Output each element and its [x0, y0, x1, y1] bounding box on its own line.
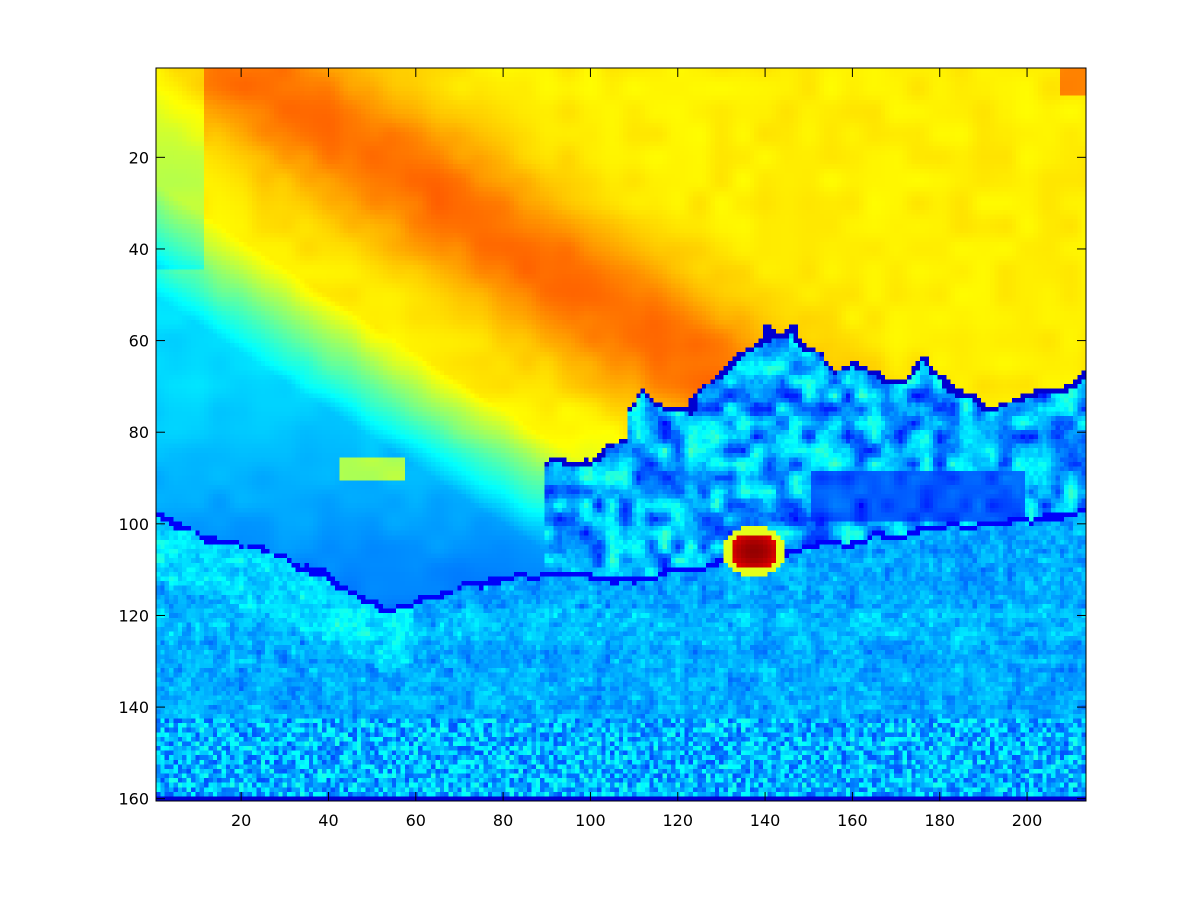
x-tick-label: 200: [1012, 811, 1043, 830]
axis-ticks: 20 40 60 80 100 120 140 160 180 200 20 40 60 80 100 120…: [118, 68, 1086, 830]
y-tick-label: 80: [129, 423, 149, 442]
x-tick-label: 160: [837, 811, 868, 830]
x-tick-label: 100: [575, 811, 606, 830]
y-tick-label: 140: [118, 698, 149, 717]
x-tick-label: 40: [318, 811, 338, 830]
heatmap-image: [156, 68, 1086, 801]
y-tick-label: 60: [129, 332, 149, 351]
x-tick-label: 80: [493, 811, 513, 830]
axes-box: [155, 67, 1087, 802]
plot-area: 20 40 60 80 100 120 140 160 180 200 20 40 60 80 100 120…: [118, 67, 1087, 830]
x-tick-label: 20: [231, 811, 251, 830]
y-tick-label: 40: [129, 240, 149, 259]
y-tick-label: 100: [118, 515, 149, 534]
x-tick-label: 120: [662, 811, 693, 830]
x-tick-label: 60: [406, 811, 426, 830]
y-tick-label: 20: [129, 148, 149, 167]
y-tick-label: 160: [118, 790, 149, 809]
x-tick-label: 140: [750, 811, 781, 830]
y-tick-label: 120: [118, 606, 149, 625]
x-tick-label: 180: [924, 811, 955, 830]
